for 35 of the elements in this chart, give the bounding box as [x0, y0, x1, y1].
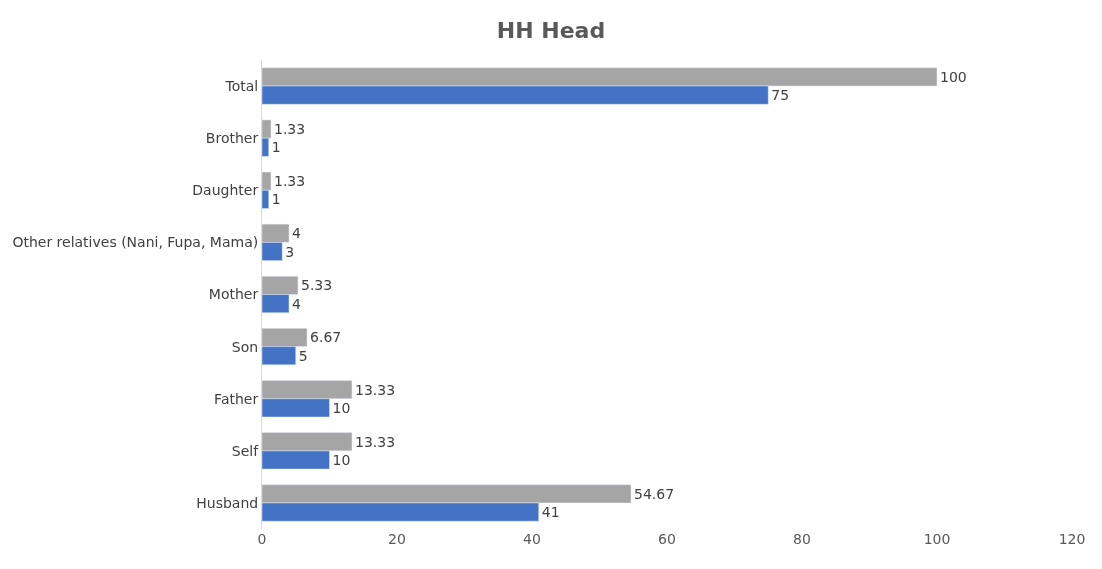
y-tick-label: Brother — [205, 130, 259, 147]
data-label: 4 — [292, 295, 301, 312]
chart-title: HH Head — [496, 18, 606, 44]
data-label: 54.67 — [634, 485, 675, 502]
y-tick-label: Mother — [208, 286, 259, 303]
data-label: 4 — [292, 225, 301, 242]
y-tick-label: Other relatives (Nani, Fupa, Mama) — [12, 234, 259, 251]
data-label: 13.33 — [354, 433, 396, 450]
data-label: 1 — [271, 191, 281, 208]
y-tick-label: Father — [214, 390, 259, 407]
x-tick-label: 120 — [1058, 531, 1086, 547]
data-label: 6.67 — [310, 329, 342, 346]
data-label: 13.33 — [354, 381, 396, 398]
x-tick-label: 100 — [923, 531, 951, 547]
data-label: 5 — [298, 347, 308, 364]
data-label: 1.33 — [273, 121, 306, 138]
y-tick-label: Son — [231, 338, 259, 355]
data-label: 41 — [541, 504, 560, 521]
data-label: 10 — [332, 451, 351, 468]
x-tick-label: 60 — [658, 531, 676, 547]
data-label: 1 — [271, 139, 281, 156]
data-label: 75 — [771, 87, 790, 104]
data-label: 3 — [285, 243, 295, 260]
data-label: 100 — [940, 68, 967, 85]
x-tick-label: 40 — [523, 531, 541, 547]
x-tick-label: 20 — [388, 531, 406, 547]
data-label: 1.33 — [273, 173, 306, 190]
y-tick-label: Husband — [196, 494, 259, 511]
y-tick-label: Total — [224, 77, 259, 94]
x-tick-label: 0 — [257, 531, 267, 547]
x-tick-label: 80 — [793, 531, 811, 547]
data-label: 5.33 — [300, 277, 333, 294]
y-tick-label: Self — [231, 442, 260, 459]
y-tick-label: Daughter — [192, 182, 259, 199]
data-label: 10 — [332, 399, 351, 416]
